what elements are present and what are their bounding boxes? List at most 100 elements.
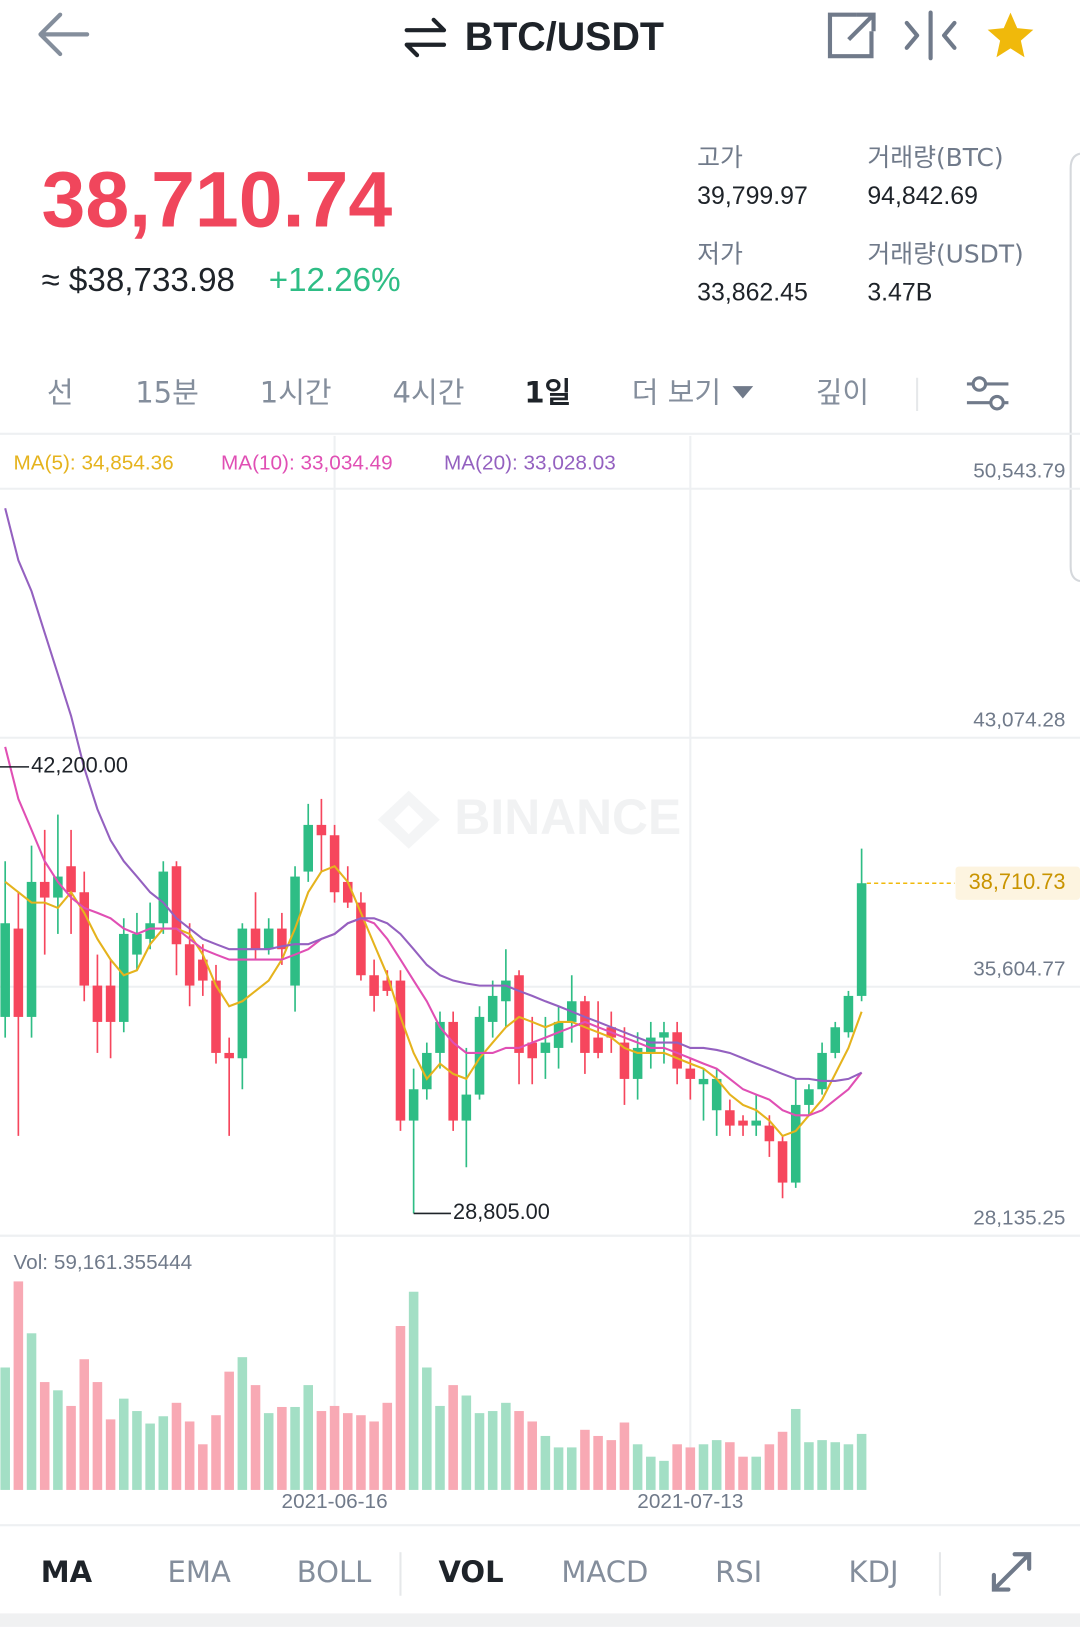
volume-bar <box>408 1291 419 1490</box>
candle-body <box>804 1089 814 1105</box>
volume-bar <box>66 1405 76 1490</box>
volume-bar <box>263 1413 274 1490</box>
interval-tab[interactable]: 선 <box>47 375 74 409</box>
indicator-tab-selected[interactable]: MA <box>41 1555 93 1589</box>
candle-body <box>659 1032 669 1038</box>
annotation-label: 28,805.00 <box>453 1199 550 1224</box>
annotation-label: 42,200.00 <box>31 753 128 778</box>
fullscreen-button[interactable] <box>991 1552 1032 1592</box>
candle-body <box>619 1042 630 1079</box>
interval-tab[interactable]: 1시간 <box>260 375 332 409</box>
candle-body <box>646 1037 656 1053</box>
indicator-tab[interactable]: MACD <box>561 1555 648 1589</box>
candle-body <box>408 1089 419 1121</box>
price-change: +12.26% <box>269 262 401 299</box>
x-tick-label: 2021-07-13 <box>637 1490 743 1513</box>
volume-bar <box>171 1402 182 1490</box>
volume-bar <box>566 1447 577 1490</box>
candle-body <box>474 1016 485 1095</box>
volume-bar <box>435 1405 445 1490</box>
volume-bar <box>751 1456 761 1490</box>
candle-body <box>303 824 314 872</box>
interval-tab[interactable]: 4시간 <box>393 375 465 409</box>
candle-body <box>725 1110 735 1126</box>
volume-bar <box>224 1371 234 1490</box>
fullscreen-icon <box>991 1552 1032 1592</box>
legend-entry: MA(10): 33,034.49 <box>221 451 393 474</box>
volume-bar <box>698 1444 709 1490</box>
share-frame <box>827 12 874 59</box>
candle-body <box>118 933 129 1022</box>
last-price: 38,710.74 <box>41 155 392 243</box>
volume-bar <box>817 1440 827 1490</box>
volume-bar <box>79 1359 90 1490</box>
swap-icon[interactable] <box>404 17 447 58</box>
candle-body <box>132 933 142 955</box>
indicator-tab[interactable]: RSI <box>715 1555 762 1589</box>
plot: 28,135.25 35,604.77 43,074.28 50,543.79 2021… <box>0 435 1080 1513</box>
indicator-tab[interactable]: EMA <box>168 1555 231 1589</box>
interval-tab-selected[interactable]: 1일 <box>524 375 571 409</box>
stat-value: 3.47B <box>867 278 932 306</box>
candle-body <box>382 980 393 991</box>
candle-body <box>790 1104 801 1183</box>
chart-settings[interactable] <box>966 376 1009 411</box>
candle-body <box>514 975 524 1053</box>
volume-bar <box>487 1411 498 1490</box>
share-button[interactable] <box>827 12 876 59</box>
more-caret <box>732 386 754 399</box>
volume-bar <box>198 1444 208 1490</box>
candle-body <box>224 1052 234 1059</box>
candle-body <box>527 1042 537 1059</box>
y-tick-label: 28,135.25 <box>973 1207 1065 1230</box>
volume-bar <box>250 1385 261 1490</box>
volume-bar <box>211 1415 221 1490</box>
volume-bar <box>619 1422 630 1490</box>
stat-label: 거래량(BTC) <box>867 143 1003 172</box>
stat-value: 94,842.69 <box>867 182 978 210</box>
indicator-tab[interactable]: BOLL <box>297 1555 372 1589</box>
candle-body <box>461 1094 472 1121</box>
more-tab[interactable]: 더 보기 <box>632 375 721 409</box>
candle-body <box>422 1052 432 1090</box>
volume-bar <box>105 1419 116 1490</box>
volume-label: Vol: 59,161.355444 <box>13 1251 192 1274</box>
volume-bar <box>777 1431 788 1490</box>
candle-body <box>553 1021 564 1048</box>
candle-body <box>356 902 366 976</box>
candle-body <box>250 928 261 950</box>
volume-bar <box>685 1447 696 1490</box>
indicator-tab[interactable]: KDJ <box>849 1555 899 1589</box>
favorite-star[interactable] <box>987 12 1034 58</box>
interval-tab[interactable]: 15분 <box>135 375 199 409</box>
volume-bar <box>593 1435 603 1490</box>
candle-body <box>672 1032 682 1069</box>
stat-label: 고가 <box>697 143 743 172</box>
share-arrow <box>847 12 876 42</box>
stat-label: 거래량(USDT) <box>867 239 1023 268</box>
volume-bar <box>0 1367 10 1490</box>
candle-body <box>448 1021 458 1121</box>
pair-title[interactable]: BTC/USDT <box>465 15 664 59</box>
stat-value: 39,799.97 <box>697 182 808 210</box>
volume-bar <box>158 1416 169 1490</box>
candle-body <box>277 928 287 950</box>
candle-body <box>171 866 182 945</box>
usd-price: ≈ $38,733.98 <box>41 262 235 299</box>
volume-bar <box>53 1390 63 1490</box>
candle-body <box>237 928 248 1059</box>
candle-body <box>685 1068 696 1079</box>
indicator-tab-selected[interactable]: VOL <box>438 1555 503 1589</box>
candle-body <box>593 1037 603 1053</box>
back-button[interactable] <box>38 12 90 57</box>
compare-button[interactable] <box>904 10 957 61</box>
volume-bar <box>277 1406 287 1490</box>
volume-bar <box>474 1413 485 1490</box>
depth-tab[interactable]: 깊이 <box>816 375 869 409</box>
volume-bar <box>553 1447 564 1490</box>
candle-body <box>777 1141 788 1183</box>
volume-bar <box>329 1405 340 1490</box>
ma-line <box>4 864 863 1138</box>
volume-bar <box>132 1411 142 1490</box>
